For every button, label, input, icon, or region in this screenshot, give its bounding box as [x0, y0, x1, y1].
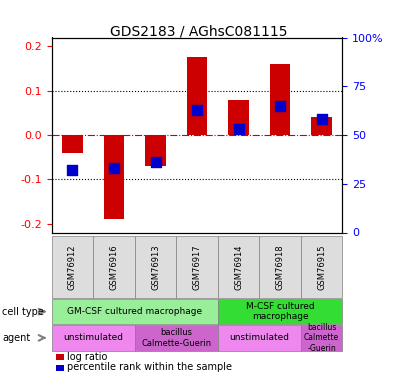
- Bar: [187, 57, 207, 135]
- Text: agent: agent: [2, 333, 30, 343]
- Text: log ratio: log ratio: [67, 352, 107, 362]
- Bar: [270, 64, 291, 135]
- Text: unstimulated: unstimulated: [63, 333, 123, 342]
- Bar: [62, 135, 83, 153]
- Point: [318, 116, 325, 122]
- Point: [235, 126, 242, 132]
- Text: GM-CSF cultured macrophage: GM-CSF cultured macrophage: [67, 307, 202, 316]
- Bar: [228, 99, 249, 135]
- Point: [152, 159, 159, 165]
- Point: [69, 167, 76, 173]
- Text: GSM76915: GSM76915: [317, 244, 326, 290]
- Text: percentile rank within the sample: percentile rank within the sample: [67, 363, 232, 372]
- Point: [277, 103, 283, 109]
- Text: GSM76914: GSM76914: [234, 244, 243, 290]
- Text: GSM76912: GSM76912: [68, 244, 77, 290]
- Text: GSM76916: GSM76916: [109, 244, 119, 290]
- Text: GSM76913: GSM76913: [151, 244, 160, 290]
- Text: GSM76917: GSM76917: [193, 244, 201, 290]
- Bar: [311, 117, 332, 135]
- Text: GDS2183 / AGhsC081115: GDS2183 / AGhsC081115: [110, 24, 288, 38]
- Point: [194, 106, 200, 112]
- Text: cell type: cell type: [2, 307, 44, 316]
- Text: M-CSF cultured
macrophage: M-CSF cultured macrophage: [246, 302, 314, 321]
- Text: bacillus
Calmette
-Guerin: bacillus Calmette -Guerin: [304, 323, 339, 353]
- Text: unstimulated: unstimulated: [229, 333, 289, 342]
- Bar: [103, 135, 124, 219]
- Bar: [145, 135, 166, 166]
- Point: [111, 165, 117, 171]
- Text: bacillus
Calmette-Guerin: bacillus Calmette-Guerin: [141, 328, 211, 348]
- Text: GSM76918: GSM76918: [275, 244, 285, 290]
